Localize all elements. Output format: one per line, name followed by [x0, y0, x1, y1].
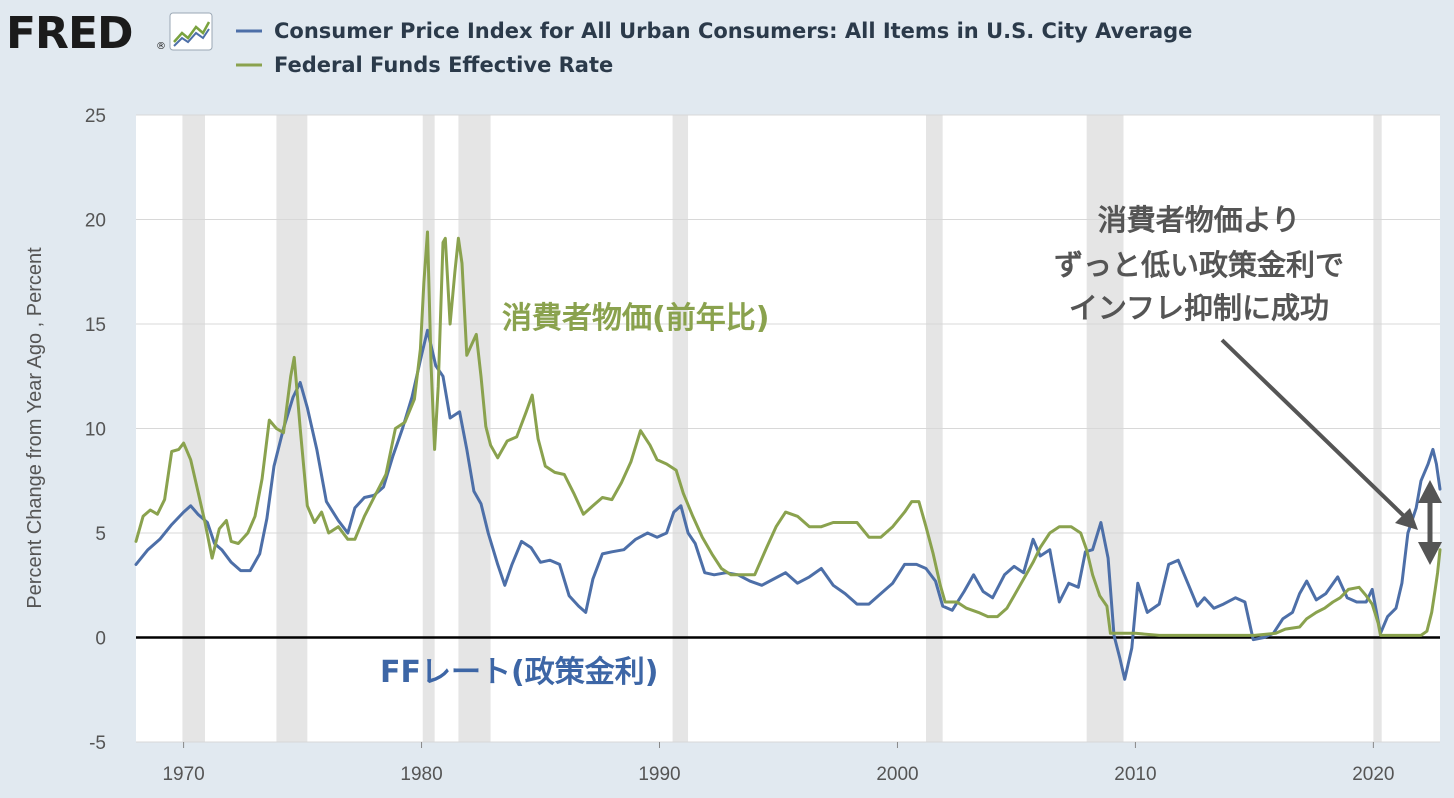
fred-logo-mark: ® [156, 41, 166, 52]
y-tick-label: 20 [85, 211, 106, 232]
series-line-fed-funds [134, 230, 1442, 637]
x-axis-ticks: 1970 1980 1990 2000 2010 2020 [162, 742, 1395, 785]
annotation-pointer-arrow [1220, 338, 1410, 522]
x-tick-label: 2020 [1352, 764, 1394, 785]
fred-logo-text: FRED [6, 8, 133, 59]
annotations: 消費者物価(前年比) FFレート(政策金利) 消費者物価より ずっと低い政策金利… [380, 203, 1442, 690]
annotation-note-line3: インフレ抑制に成功 [1069, 291, 1329, 325]
series-line-cpi [134, 328, 1442, 681]
series-layer [134, 230, 1442, 681]
legend-label-cpi: Consumer Price Index for All Urban Consu… [274, 19, 1192, 43]
x-tick-label: 1970 [162, 764, 204, 785]
y-tick-label: 10 [85, 420, 106, 441]
legend-label-ffr: Federal Funds Effective Rate [274, 53, 613, 77]
annotation-cpi: 消費者物価(前年比) [502, 301, 769, 336]
y-axis-ticks: -5 0 5 10 15 20 25 [85, 106, 106, 754]
y-tick-label: 15 [85, 315, 106, 336]
y-axis-label: Percent Change from Year Ago , Percent [24, 247, 46, 609]
x-tick-label: 1980 [400, 764, 442, 785]
x-tick-label: 2000 [876, 764, 918, 785]
y-tick-label: -5 [89, 733, 106, 754]
annotation-pointer-arrowhead [1395, 508, 1418, 530]
x-tick-label: 1990 [638, 764, 680, 785]
annotation-note-line1: 消費者物価より [1098, 203, 1300, 237]
fred-chart-icon [169, 12, 213, 51]
legend: Consumer Price Index for All Urban Consu… [236, 19, 1192, 77]
annotation-note-line2: ずっと低い政策金利で [1054, 248, 1344, 282]
y-tick-label: 0 [95, 629, 106, 650]
y-tick-label: 5 [95, 524, 106, 545]
fred-logo[interactable]: FRED ® [6, 8, 213, 59]
x-tick-label: 2010 [1114, 764, 1156, 785]
annotation-ffr: FFレート(政策金利) [380, 655, 658, 690]
y-tick-label: 25 [85, 106, 106, 127]
gap-arrowhead-down [1418, 542, 1442, 565]
gap-arrowhead-up [1418, 480, 1442, 503]
